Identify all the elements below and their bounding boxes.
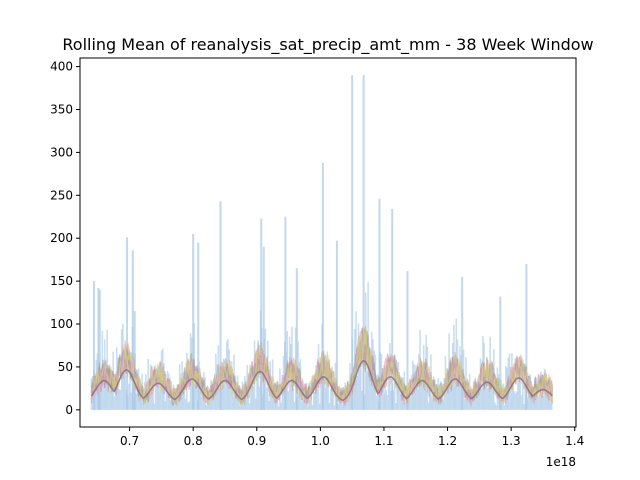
y-tick-label: 150: [50, 274, 73, 288]
plot-frame: [79, 57, 577, 428]
x-offset-label: 1e18: [546, 455, 576, 469]
x-tick-label: 1.2: [438, 434, 457, 448]
y-tick-label: 200: [50, 231, 73, 245]
y-tick-label: 250: [50, 188, 73, 202]
x-tick-label: 0.7: [120, 434, 139, 448]
rolling-mean-line-main: [90, 360, 554, 402]
y-tick-label: 400: [50, 60, 73, 74]
y-tick-label: 50: [58, 360, 73, 374]
x-tick-label: 0.9: [247, 434, 266, 448]
y-tick-label: 0: [65, 403, 73, 417]
x-tick-label: 1.1: [374, 434, 393, 448]
y-tick-label: 350: [50, 102, 73, 116]
x-tick-label: 1.3: [502, 434, 521, 448]
y-axis: 0 50 100 150 200 250 300 350 400: [50, 60, 80, 417]
y-tick-label: 300: [50, 145, 73, 159]
x-tick-label: 1.4: [565, 434, 584, 448]
x-axis: 0.7 0.8 0.9 1.0 1.1 1.2 1.3 1.4: [120, 427, 584, 448]
x-tick-label: 0.8: [184, 434, 203, 448]
chart-title: Rolling Mean of reanalysis_sat_precip_am…: [62, 35, 593, 55]
rolling-mean-lines: [90, 325, 554, 407]
x-tick-label: 1.0: [311, 434, 330, 448]
y-tick-label: 100: [50, 317, 73, 331]
